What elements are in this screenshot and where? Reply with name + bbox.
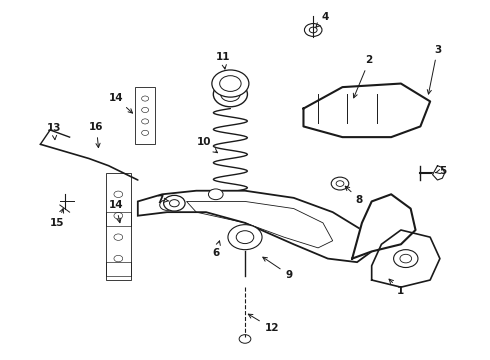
Text: 14: 14 <box>109 93 132 113</box>
Text: 6: 6 <box>212 241 220 258</box>
Text: 2: 2 <box>353 55 373 98</box>
Text: 7: 7 <box>156 195 169 204</box>
Polygon shape <box>372 230 440 287</box>
Bar <box>135 87 155 144</box>
Text: 16: 16 <box>89 122 104 148</box>
Text: 4: 4 <box>316 13 329 27</box>
Polygon shape <box>303 84 430 137</box>
Text: 3: 3 <box>427 45 441 94</box>
Text: 9: 9 <box>263 257 293 280</box>
Text: 11: 11 <box>216 52 230 69</box>
Circle shape <box>393 249 418 267</box>
Circle shape <box>164 195 185 211</box>
Circle shape <box>331 177 349 190</box>
Bar <box>106 262 130 276</box>
Text: 1: 1 <box>389 279 405 296</box>
Circle shape <box>212 70 249 97</box>
Circle shape <box>208 189 223 200</box>
Text: 15: 15 <box>50 208 65 228</box>
Text: 14: 14 <box>109 200 123 223</box>
Text: 8: 8 <box>345 186 363 204</box>
Text: 13: 13 <box>47 123 61 140</box>
Polygon shape <box>433 166 445 180</box>
Text: 10: 10 <box>196 138 218 153</box>
Circle shape <box>160 200 174 210</box>
Text: 5: 5 <box>436 166 446 176</box>
Polygon shape <box>352 194 416 258</box>
Polygon shape <box>138 191 372 262</box>
Bar <box>106 173 130 280</box>
Text: 12: 12 <box>248 314 279 333</box>
Circle shape <box>228 225 262 249</box>
Bar <box>106 212 130 226</box>
